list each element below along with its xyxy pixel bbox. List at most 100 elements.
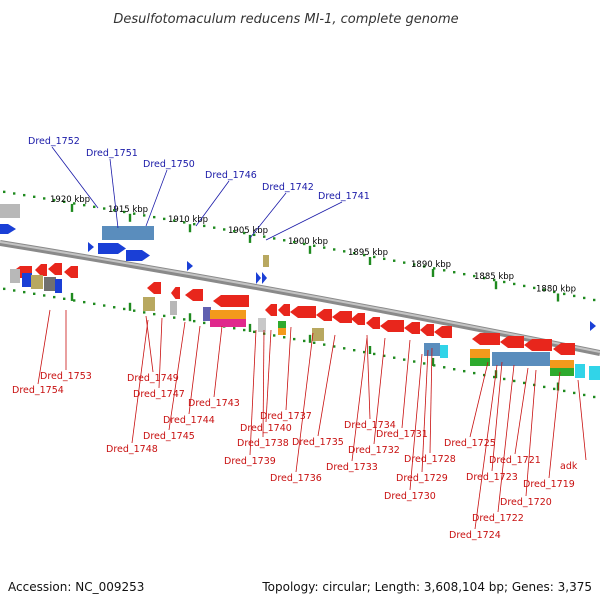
tick-mark-lower xyxy=(128,302,132,311)
upper-dot xyxy=(183,221,186,224)
tick-mark-lower xyxy=(368,345,372,354)
upper-dot xyxy=(123,210,126,214)
gene-label: Dred_1743 xyxy=(188,398,240,409)
lower-dot xyxy=(473,371,476,375)
lower-dot xyxy=(233,327,236,330)
tick-mark-upper xyxy=(556,293,560,302)
lower-dot xyxy=(33,292,36,295)
gene-label: Dred_1724 xyxy=(449,530,501,541)
lower-dot xyxy=(313,341,316,344)
leader-line xyxy=(474,364,498,530)
leader-line xyxy=(317,334,336,437)
reverse-gene xyxy=(44,277,56,291)
gene-label: Dred_1735 xyxy=(292,437,344,448)
upper-dot xyxy=(23,193,26,197)
reverse-gene xyxy=(351,313,365,325)
lower-dot xyxy=(503,377,506,381)
gene-label: Dred_1740 xyxy=(240,423,292,434)
forward-gene xyxy=(102,226,154,240)
tick-mark-lower xyxy=(556,382,560,391)
leader-line xyxy=(295,332,314,473)
reverse-gene xyxy=(553,343,575,355)
leader-line xyxy=(109,158,119,229)
lower-dot xyxy=(163,314,166,318)
upper-dot xyxy=(3,190,6,194)
lower-dot xyxy=(513,379,516,383)
reverse-gene xyxy=(147,282,161,294)
upper-dot xyxy=(193,222,196,226)
gene-label: Dred_1742 xyxy=(262,182,314,193)
lower-dot xyxy=(143,311,146,314)
upper-dot xyxy=(483,276,486,280)
reverse-gene xyxy=(420,324,434,336)
leader-line xyxy=(429,347,433,454)
tick-label: 1915 kbp xyxy=(108,205,148,215)
upper-dot xyxy=(403,261,406,264)
lower-dot xyxy=(13,289,16,292)
tick-mark-upper xyxy=(188,224,192,233)
direction-arrow xyxy=(590,321,596,331)
leader-line xyxy=(421,349,429,473)
upper-dot xyxy=(203,224,206,228)
lower-dot xyxy=(103,304,106,307)
tick-mark-upper xyxy=(308,245,312,254)
leader-line xyxy=(51,146,99,209)
lower-dot xyxy=(583,393,586,397)
leader-line xyxy=(497,364,515,513)
upper-dot xyxy=(63,200,66,203)
gene-label: Dred_1751 xyxy=(86,148,138,159)
reverse-gene xyxy=(312,328,324,341)
tick-label: 1910 kbp xyxy=(168,215,208,225)
lower-dot xyxy=(483,373,486,377)
upper-dot xyxy=(173,219,176,222)
upper-dot xyxy=(143,214,146,217)
reverse-gene xyxy=(589,366,600,380)
gene-label: Dred_1725 xyxy=(444,438,496,449)
upper-dot xyxy=(373,255,376,259)
direction-arrow xyxy=(256,272,267,284)
upper-dot xyxy=(353,251,356,255)
upper-dot xyxy=(103,207,106,210)
gene-label: Dred_1754 xyxy=(12,385,64,396)
lower-dot xyxy=(203,321,206,325)
gene-label: Dred_1733 xyxy=(326,462,378,473)
upper-dot xyxy=(503,280,506,284)
lower-dot xyxy=(53,295,56,299)
reverse-gene xyxy=(170,301,177,315)
reverse-gene xyxy=(203,307,211,321)
lower-dot xyxy=(463,369,466,373)
lower-dot xyxy=(173,316,176,319)
lower-dot xyxy=(333,345,336,348)
lower-dot xyxy=(73,299,76,302)
reverse-gene xyxy=(550,360,574,368)
upper-dot xyxy=(303,242,306,246)
lower-dot xyxy=(323,343,326,346)
reverse-gene xyxy=(492,352,550,366)
reverse-gene xyxy=(10,269,20,283)
upper-dot xyxy=(223,228,226,231)
lower-dot xyxy=(193,319,196,323)
reverse-gene xyxy=(524,339,552,351)
upper-dot xyxy=(153,215,156,219)
lower-dot xyxy=(83,300,86,304)
leader-line xyxy=(131,319,149,444)
leader-line xyxy=(262,329,265,438)
leader-line xyxy=(265,201,343,241)
upper-dot xyxy=(443,269,446,272)
tick-label: 1890 kbp xyxy=(411,260,451,270)
reverse-gene xyxy=(278,321,286,328)
lower-dot xyxy=(373,352,376,356)
upper-dot xyxy=(233,230,236,233)
leader-line xyxy=(145,169,168,227)
leader-line xyxy=(525,369,537,497)
reverse-gene xyxy=(316,309,332,321)
upper-dot xyxy=(563,292,566,296)
leader-line xyxy=(265,329,272,423)
gene-label: Dred_1749 xyxy=(127,373,179,384)
gene-label: Dred_1744 xyxy=(163,415,215,426)
gene-label: Dred_1753 xyxy=(40,371,92,382)
reverse-gene xyxy=(332,311,352,323)
lower-dot xyxy=(183,318,186,321)
leader-line xyxy=(195,180,230,227)
reverse-gene xyxy=(213,295,249,307)
